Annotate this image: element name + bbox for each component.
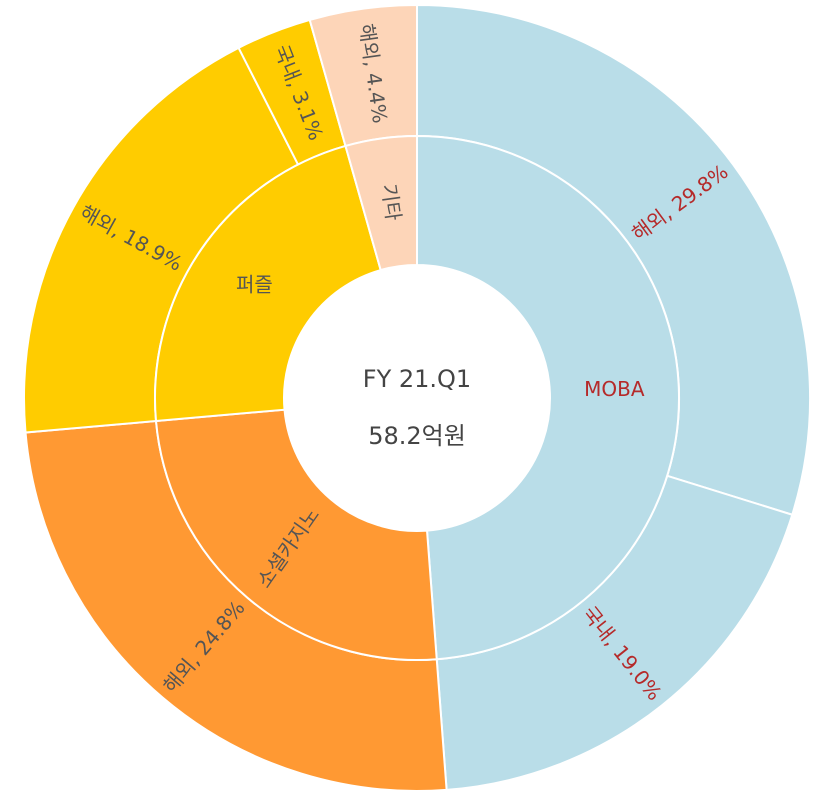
inner-slice	[154, 144, 382, 423]
inner-label: 퍼즐	[236, 272, 273, 296]
inner-slice	[154, 408, 438, 661]
inner-slice	[416, 134, 680, 661]
center-label: FY 21.Q1	[363, 365, 471, 393]
center-label: 58.2억원	[368, 422, 466, 450]
inner-label: MOBA	[584, 377, 645, 401]
inner-label: 기타	[377, 182, 406, 222]
inner-slice	[344, 134, 418, 272]
